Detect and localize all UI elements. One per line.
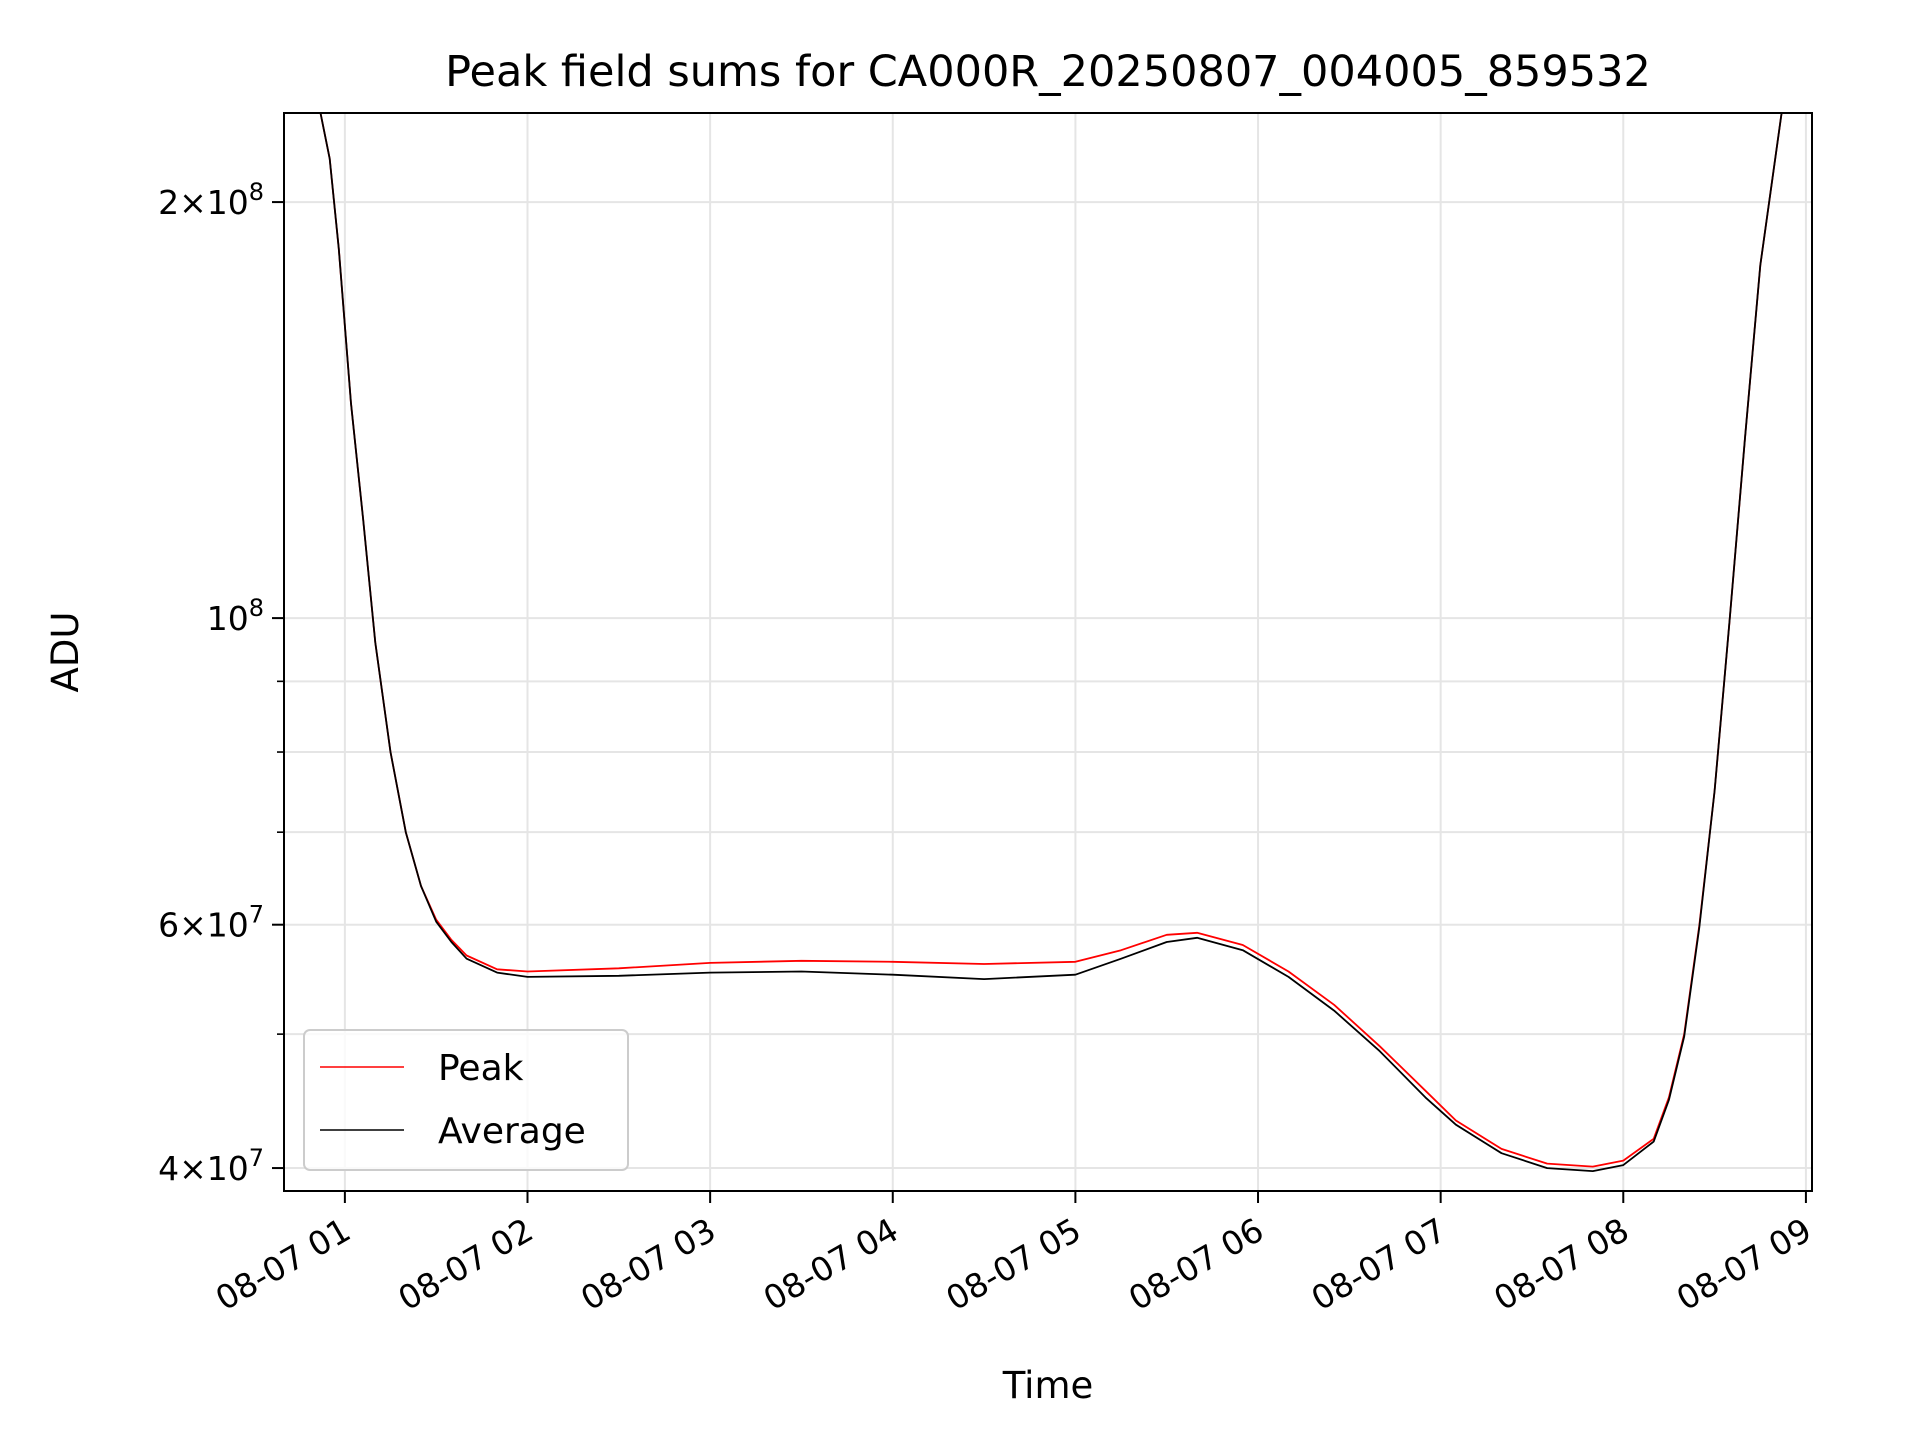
legend: Peak Average xyxy=(303,1029,629,1171)
y-axis-label: ADU xyxy=(44,612,87,693)
plot-lines xyxy=(284,113,1812,1172)
legend-box xyxy=(303,1029,629,1171)
legend-label-peak: Peak xyxy=(438,1048,524,1089)
grid xyxy=(284,113,1812,1191)
legend-label-average: Average xyxy=(438,1111,586,1152)
y-tick-label: 2×108 xyxy=(158,178,264,222)
plot-frame xyxy=(283,112,1813,1192)
y-axis-ticks: 4×107 6×107 108 2×108 xyxy=(158,178,284,1188)
y-tick-label: 4×107 xyxy=(158,1144,264,1188)
y-tick-label: 108 xyxy=(207,594,264,638)
series-line-average xyxy=(284,113,1812,1172)
y-tick-label: 6×107 xyxy=(158,901,264,945)
chart-title: Peak field sums for CA000R_20250807_0040… xyxy=(445,47,1651,97)
x-axis-label: Time xyxy=(1002,1364,1094,1407)
